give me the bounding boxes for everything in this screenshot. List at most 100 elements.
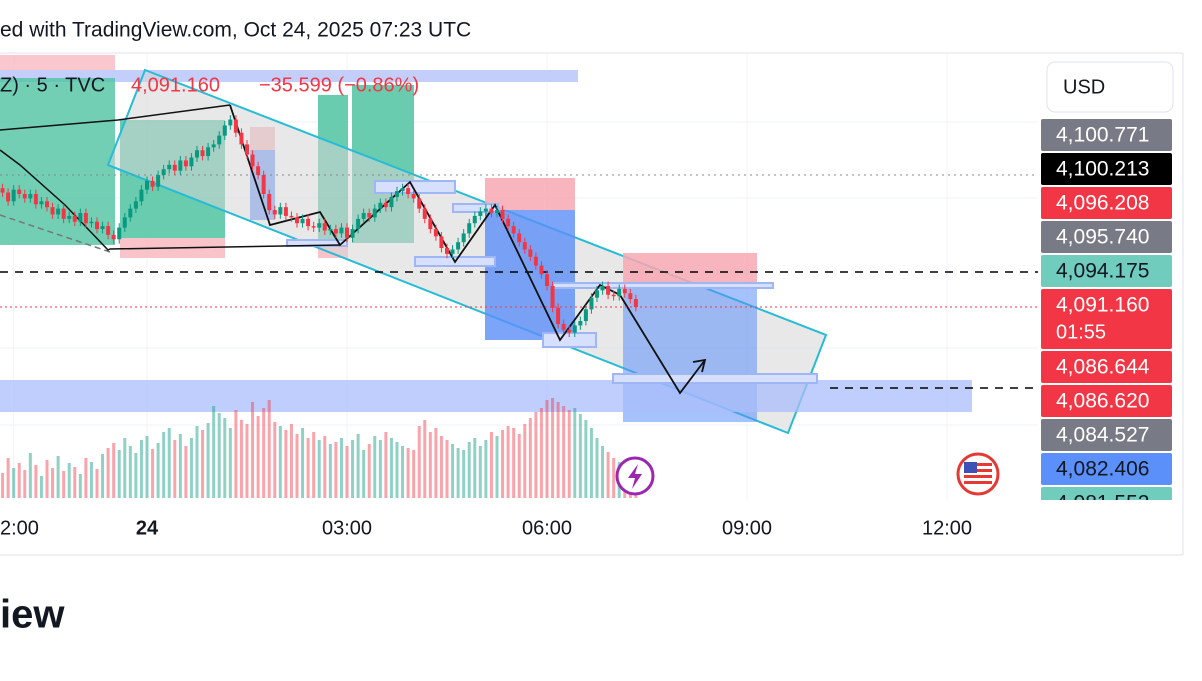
candle-body	[0, 188, 5, 193]
candle-body	[539, 265, 544, 275]
candle-body	[567, 329, 572, 333]
volume-bar	[462, 450, 466, 498]
candle-body	[217, 135, 222, 145]
caption: ed with TradingView.com, Oct 24, 2025 07…	[0, 19, 471, 42]
candle-body	[445, 248, 449, 254]
candle-body	[533, 256, 538, 266]
candle-body	[89, 221, 94, 224]
candle-body	[6, 192, 11, 202]
candle-body	[422, 208, 427, 219]
candle-body	[328, 229, 333, 231]
volume-bar	[162, 432, 166, 498]
candle-body	[228, 119, 233, 126]
candle-body	[511, 226, 516, 234]
candle-body	[178, 160, 183, 171]
candle-body	[145, 180, 149, 190]
candle-body	[628, 293, 633, 300]
volume-bar	[401, 446, 405, 498]
volume-pane	[1, 398, 638, 498]
volume-bar	[506, 426, 510, 498]
volume-bar	[84, 458, 88, 498]
candle-body	[78, 212, 83, 222]
price-label-box	[1041, 419, 1172, 451]
candle-body	[339, 227, 344, 234]
candle-body	[239, 132, 244, 145]
candle-body	[306, 218, 311, 227]
candle-body	[50, 207, 55, 215]
volume-bar	[512, 428, 516, 498]
candle-body	[189, 157, 194, 167]
price-label: 4,100.771	[1056, 124, 1149, 147]
candle-body	[461, 233, 466, 243]
volume-bar	[384, 432, 388, 498]
candle-body	[172, 164, 177, 171]
candle-body	[256, 166, 261, 176]
volume-bar	[423, 420, 427, 498]
volume-bar	[489, 432, 493, 498]
candle-body	[417, 198, 422, 209]
price-label-box	[1041, 289, 1172, 349]
volume-bar	[262, 408, 266, 498]
volume-bar	[12, 468, 16, 498]
candle-body	[400, 188, 405, 192]
candle-body	[345, 227, 349, 238]
candle-body	[350, 229, 355, 238]
volume-bar	[289, 424, 293, 498]
candle-body	[617, 288, 622, 297]
volume-bar	[45, 460, 49, 498]
candle-body	[478, 211, 483, 216]
volume-bar	[17, 463, 21, 498]
volume-bar	[295, 434, 299, 498]
candle-body	[467, 223, 472, 234]
volume-bar	[223, 418, 227, 498]
volume-bar	[301, 428, 305, 498]
candle-body	[233, 119, 238, 133]
candle-body	[606, 285, 611, 295]
volume-bar	[584, 420, 588, 498]
volume-bar	[178, 434, 182, 498]
candle-body	[67, 215, 72, 219]
volume-bar	[128, 446, 132, 498]
volume-bar	[189, 438, 193, 498]
candle-body	[372, 208, 377, 218]
candle-body	[83, 212, 88, 224]
candle-body	[633, 299, 638, 308]
candle-body	[561, 323, 566, 330]
volume-bar	[339, 438, 343, 498]
volume-bar	[106, 448, 110, 498]
candle-body	[572, 325, 577, 333]
candle-body	[61, 208, 66, 219]
volume-bar	[217, 413, 221, 498]
volume-bar	[501, 430, 505, 498]
arrow-head	[692, 358, 707, 373]
price-label: 4,091.160	[1056, 294, 1149, 317]
price-label-box	[1041, 221, 1172, 253]
candle-body	[106, 226, 111, 235]
candle-body	[472, 215, 477, 224]
volume-bar	[278, 426, 282, 498]
volume-bar	[523, 424, 527, 498]
candle-body	[500, 210, 505, 219]
candle-body	[583, 309, 588, 322]
volume-bar	[478, 446, 482, 498]
x-tick-label: 03:00	[322, 517, 372, 539]
candles	[0, 115, 1038, 338]
volume-bar	[78, 474, 82, 498]
candle-body	[183, 160, 188, 167]
volume-bar	[595, 438, 599, 498]
volume-bar	[67, 463, 71, 498]
price-label-box	[1041, 119, 1172, 151]
price-label-box	[1041, 453, 1172, 485]
legend-last: 4,091.160	[131, 74, 220, 96]
candle-body	[333, 229, 338, 234]
currency-button[interactable]	[1046, 61, 1174, 113]
candle-body	[28, 194, 33, 199]
volume-bar	[445, 440, 449, 498]
volume-bar	[1, 473, 5, 498]
volume-bar	[473, 438, 477, 498]
zone-blue	[485, 210, 575, 340]
volume-bar	[145, 436, 149, 498]
volume-bar	[495, 436, 499, 498]
